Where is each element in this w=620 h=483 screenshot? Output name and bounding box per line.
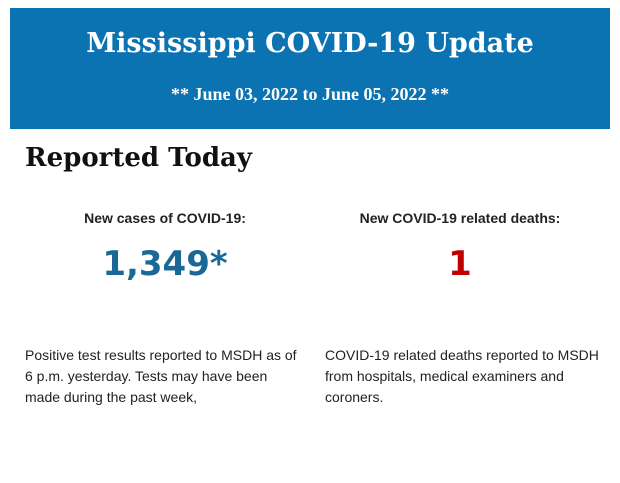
new-cases-value: 1,349* xyxy=(102,244,228,284)
date-range: ** June 03, 2022 to June 05, 2022 ** xyxy=(170,84,449,104)
new-deaths-label: New COVID-19 related deaths: xyxy=(359,210,561,226)
new-deaths-panel: New COVID-19 related deaths: 1 COVID-19 … xyxy=(320,210,600,405)
section-title: Reported Today xyxy=(25,143,252,173)
new-deaths-value: 1 xyxy=(448,244,472,284)
new-deaths-description: COVID-19 related deaths reported to MSDH… xyxy=(325,347,599,405)
new-cases-description: Positive test results reported to MSDH a… xyxy=(25,347,297,405)
page-title: Mississippi COVID-19 Update xyxy=(86,28,534,59)
new-cases-panel: New cases of COVID-19: 1,349* Positive t… xyxy=(25,210,305,405)
header-banner: Mississippi COVID-19 Update ** June 03, … xyxy=(10,8,610,129)
new-cases-label: New cases of COVID-19: xyxy=(84,210,246,226)
